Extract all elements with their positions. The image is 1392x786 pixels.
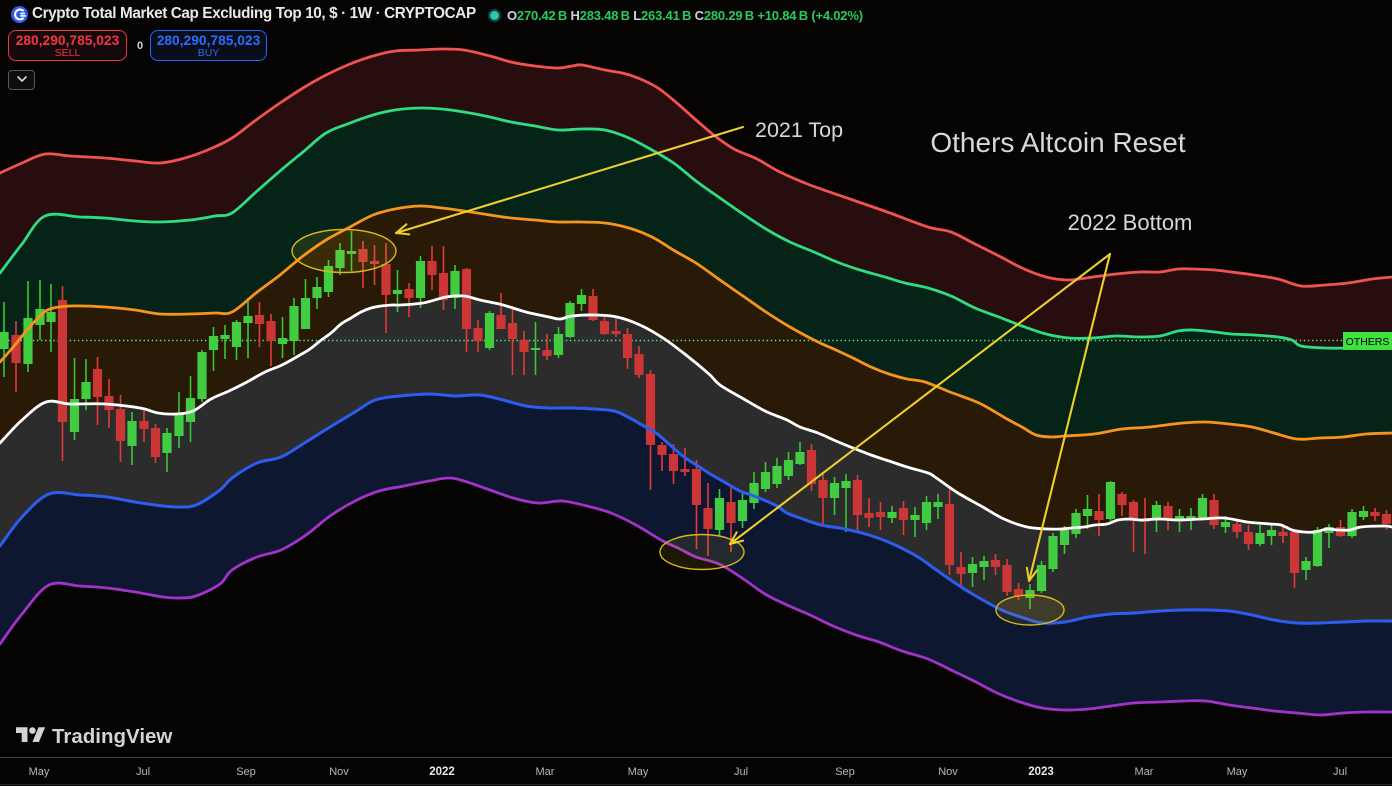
svg-text:OTHERS: OTHERS (1346, 336, 1390, 348)
svg-text:May: May (628, 766, 649, 778)
svg-text:TradingView: TradingView (52, 725, 172, 748)
svg-text:Sep: Sep (236, 766, 256, 778)
svg-text:Mar: Mar (536, 766, 555, 778)
svg-text:Others Altcoin Reset: Others Altcoin Reset (930, 127, 1185, 158)
svg-text:Nov: Nov (329, 766, 349, 778)
svg-text:Jul: Jul (136, 766, 150, 778)
svg-text:2023: 2023 (1028, 766, 1054, 778)
svg-text:2022: 2022 (429, 766, 455, 778)
svg-text:Nov: Nov (938, 766, 958, 778)
svg-text:May: May (29, 766, 50, 778)
svg-text:2022 Bottom: 2022 Bottom (1068, 210, 1193, 235)
svg-text:Sep: Sep (835, 766, 855, 778)
svg-text:Jul: Jul (1333, 766, 1347, 778)
svg-text:Jul: Jul (734, 766, 748, 778)
svg-text:May: May (1227, 766, 1248, 778)
svg-text:Mar: Mar (1135, 766, 1154, 778)
svg-text:2021 Top: 2021 Top (755, 118, 843, 142)
